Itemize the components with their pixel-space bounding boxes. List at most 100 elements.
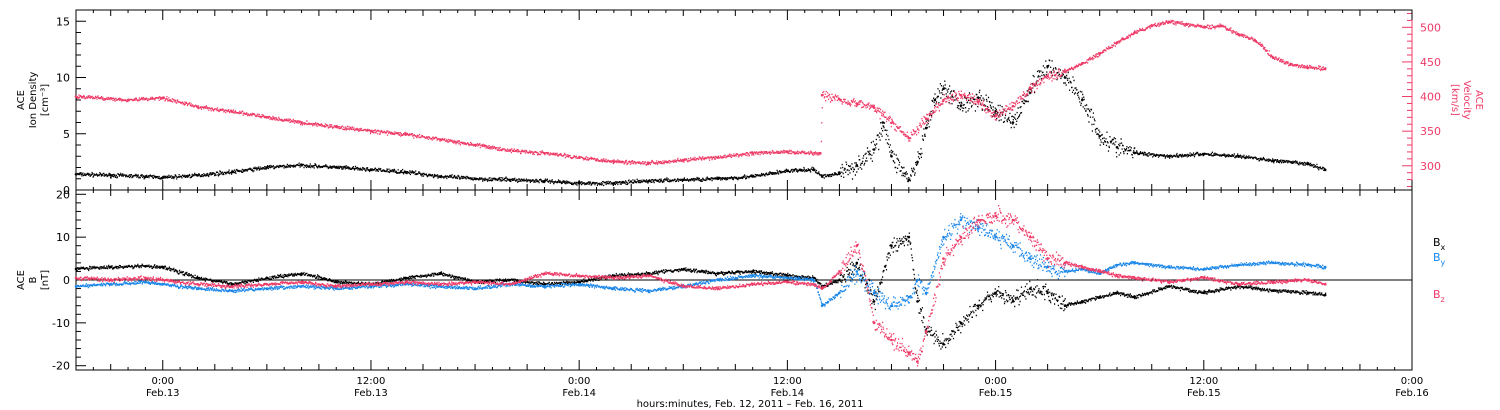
velocity-point-10: [439, 138, 442, 141]
bz-point-26: [872, 321, 876, 325]
velocity-tick-label: 400: [1420, 91, 1441, 104]
density-point-40: [1063, 76, 1067, 79]
bx-point-26: [872, 300, 876, 303]
bz-point-2: [144, 276, 147, 280]
bz-point-47: [1306, 278, 1310, 282]
by-point-17: [647, 289, 650, 293]
density-trace: [76, 59, 1327, 187]
field-tick-label: -10: [52, 317, 70, 330]
bx-point-14: [543, 283, 546, 286]
density-point-7: [300, 164, 303, 167]
bx-point-42: [1133, 295, 1136, 299]
velocity-tick-label: 500: [1420, 21, 1441, 34]
velocity-point-32: [994, 114, 997, 118]
density-point-41: [1081, 98, 1084, 102]
velocity-point-9: [404, 133, 408, 136]
bx-point-1: [109, 265, 112, 269]
density-point-49: [1306, 162, 1310, 166]
density-point-27: [881, 121, 885, 124]
bz-point-10: [404, 280, 408, 284]
bz-point-3: [161, 278, 165, 282]
by-point-30: [924, 291, 928, 295]
velocity-point-31: [976, 100, 980, 104]
bz-point-30: [924, 330, 928, 333]
velocity-point-7: [335, 125, 338, 129]
time-tick-label-date: Feb.15: [1187, 388, 1221, 399]
density-tick-label: 10: [56, 72, 70, 85]
velocity-point-35: [1046, 74, 1049, 78]
bz-point-6: [265, 283, 269, 286]
bx-point-33: [976, 304, 980, 308]
bz-point-8: [335, 285, 338, 288]
bx-point-28: [907, 235, 911, 239]
by-point-12: [473, 287, 477, 290]
velocity-point-38: [1098, 52, 1101, 55]
bz-point-19: [716, 287, 720, 290]
bz-point-11: [439, 283, 442, 286]
density-point-2: [144, 175, 147, 178]
velocity-point-51: [1323, 67, 1327, 71]
velocity-point-1: [126, 98, 130, 102]
bx-point-27: [890, 244, 893, 247]
by-point-45: [1237, 263, 1240, 267]
bx-point-18: [682, 268, 685, 271]
density-tick-label: 5: [63, 128, 70, 141]
legend-By: By: [1433, 251, 1446, 267]
velocity-axis-label-line-2: Velocity: [1461, 80, 1472, 119]
density-point-12: [473, 177, 477, 181]
bx-point-4: [196, 276, 199, 280]
by-point-3: [161, 283, 165, 286]
bx-point-31: [942, 343, 945, 346]
by-point-33: [976, 227, 980, 230]
top-panel-ticks: 0 5 10 15 300 350 400 450 500: [56, 9, 1441, 197]
density-point-44: [1133, 151, 1136, 155]
by-point-24: [838, 291, 841, 295]
by-point-0: [74, 285, 78, 288]
velocity-point-13: [543, 152, 546, 155]
density-point-39: [1046, 65, 1049, 68]
by-point-47: [1306, 263, 1310, 267]
density-point-6: [265, 166, 269, 169]
density-point-16: [612, 182, 616, 185]
density-point-14: [543, 179, 546, 183]
velocity-point-36: [1063, 70, 1067, 73]
bx-point-2: [144, 265, 147, 268]
bx-point-25: [855, 261, 859, 265]
velocity-tick-label: 450: [1420, 56, 1441, 69]
density-tick-label: 0: [63, 184, 70, 197]
velocity-point-0: [74, 95, 78, 98]
velocity-point-23: [838, 98, 841, 101]
by-trace: [76, 213, 1327, 311]
bz-point-18: [682, 285, 685, 288]
bz-point-4: [196, 283, 199, 286]
velocity-point-27: [907, 136, 911, 140]
bz-point-24: [838, 270, 841, 273]
bz-point-25: [855, 244, 859, 247]
velocity-point-3: [196, 105, 199, 109]
velocity-point-16: [647, 161, 650, 165]
velocity-point-44: [1202, 26, 1206, 29]
by-point-40: [1098, 272, 1101, 275]
time-tick-label-hour: 0:00: [568, 376, 590, 387]
velocity-point-8: [369, 129, 373, 133]
velocity-point-50: [1306, 66, 1310, 69]
bx-point-39: [1081, 300, 1084, 303]
bx-point-35: [1011, 300, 1015, 303]
density-axis-label-line-2: Ion Density: [28, 72, 39, 129]
bz-point-0: [74, 276, 78, 280]
bx-point-8: [335, 280, 338, 284]
by-point-32: [959, 218, 963, 222]
bx-point-38: [1063, 304, 1067, 308]
velocity-point-25: [872, 106, 876, 109]
velocity-point-30: [959, 93, 963, 97]
density-point-3: [161, 176, 165, 179]
density-point-32: [933, 98, 937, 102]
bx-point-47: [1306, 291, 1310, 295]
density-point-18: [682, 178, 685, 182]
density-point-33: [942, 87, 945, 91]
density-axis-label-line-1: ACE: [16, 90, 27, 110]
by-point-21: [786, 276, 789, 280]
velocity-point-28: [924, 117, 928, 120]
density-point-21: [786, 169, 789, 173]
